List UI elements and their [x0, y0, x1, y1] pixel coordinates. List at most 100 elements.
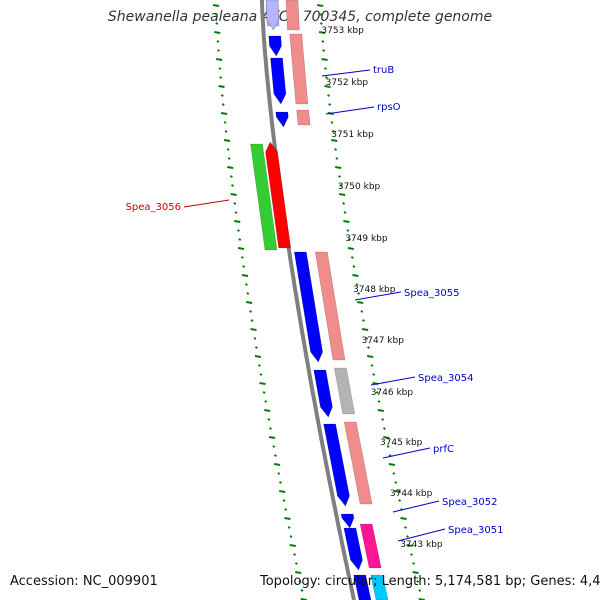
inner-tick	[227, 157, 231, 160]
inner-tick	[257, 364, 261, 367]
inner-tick	[214, 31, 221, 34]
kbp-scale: 3753 kbp 3752 kbp 3751 kbp 3750 kbp 3749 kbp…	[321, 26, 443, 550]
feature-blue-3051	[343, 527, 363, 571]
accession-text: Accession: NC_009901	[10, 574, 158, 589]
inner-tick	[273, 454, 277, 457]
inner-tick	[267, 418, 271, 421]
inner-tick	[259, 373, 263, 376]
kbp-label: 3746 kbp	[371, 388, 414, 398]
inner-tick	[287, 526, 291, 529]
leader-spea3054	[370, 376, 416, 386]
inner-tick	[226, 148, 230, 151]
outer-tick	[339, 184, 343, 187]
feature-blue-bottom	[353, 574, 372, 600]
outer-tick	[406, 535, 409, 538]
outer-tick	[347, 238, 351, 241]
inner-tick	[240, 256, 244, 259]
outer-tick	[357, 301, 364, 304]
outer-tick	[339, 193, 346, 196]
outer-tick	[377, 400, 381, 403]
gene-label-spea3054: Spea_3054	[418, 373, 473, 384]
outer-tick	[319, 13, 323, 16]
inner-tick	[293, 553, 297, 556]
outer-tick	[416, 580, 420, 583]
feature-magenta-3051	[359, 523, 382, 569]
inner-tick	[227, 166, 234, 169]
outer-tick	[335, 157, 339, 160]
outer-tick	[418, 589, 422, 592]
gene-label-spea3051: Spea_3051	[448, 525, 503, 536]
outer-tick	[383, 436, 390, 439]
inner-tick	[214, 13, 218, 16]
feature-blue-3054	[313, 369, 333, 418]
outer-tick	[394, 481, 398, 484]
outer-tick	[347, 247, 355, 250]
kbp-label: 3745 kbp	[380, 438, 423, 448]
outer-tick	[324, 67, 327, 70]
outer-tick	[331, 139, 338, 142]
outer-tick	[342, 202, 346, 205]
outer-tick	[327, 94, 330, 97]
inner-tick	[282, 499, 286, 502]
feature-red-3056	[265, 141, 292, 249]
backbone-line	[260, 0, 356, 600]
inner-tick	[233, 202, 237, 205]
inner-tick	[284, 517, 291, 520]
outer-tick	[394, 490, 401, 493]
outer-tick	[362, 319, 365, 322]
kbp-label: 3744 kbp	[390, 489, 433, 499]
inner-tick	[279, 481, 282, 484]
inner-tick	[230, 193, 237, 196]
outer-tick	[328, 103, 332, 106]
inner-tick	[273, 463, 281, 466]
inner-tick	[264, 400, 268, 403]
inner-tick	[217, 49, 220, 52]
inner-tick	[298, 580, 302, 583]
outer-tick	[334, 148, 338, 151]
gene-label-spea3055: Spea_3055	[404, 288, 459, 299]
inner-tick	[246, 292, 250, 295]
kbp-label: 3751 kbp	[331, 130, 374, 140]
outer-tick	[319, 22, 323, 25]
outer-tick	[388, 463, 396, 466]
gene-label-spea3052: Spea_3052	[442, 497, 497, 508]
outer-tick	[381, 418, 385, 421]
outer-tick	[361, 328, 369, 331]
outer-tick	[370, 364, 374, 367]
inner-tick	[234, 211, 238, 214]
leader-prfC	[382, 447, 431, 459]
inner-tick	[272, 445, 276, 448]
inner-tick	[284, 508, 288, 511]
feature-pink-prfc	[343, 421, 373, 505]
outer-tick	[352, 265, 356, 268]
inner-tick	[244, 283, 248, 286]
leader-rpsO	[325, 106, 375, 115]
inner-tick	[246, 301, 253, 304]
inner-tick	[220, 94, 224, 97]
inner-tick	[223, 121, 227, 124]
kbp-label: 3753 kbp	[321, 26, 364, 36]
feature-green-3056	[250, 143, 278, 251]
outer-tick	[412, 562, 415, 565]
outer-tick	[365, 337, 369, 340]
inner-tick	[250, 319, 254, 322]
outer-tick	[350, 256, 354, 259]
outer-tick	[400, 517, 407, 520]
inner-tick	[259, 382, 266, 385]
inner-tick	[294, 562, 298, 565]
feature-gray-3054	[334, 367, 356, 415]
outer-tick	[324, 85, 331, 88]
topology-summary: Topology: circular; Length: 5,174,581 bp…	[260, 574, 600, 589]
feature-pink-trub	[289, 33, 309, 105]
inner-tick	[277, 472, 281, 475]
outer-tick	[367, 355, 374, 358]
outer-tick	[375, 391, 379, 394]
backbone-path	[260, 0, 356, 600]
leader-spea3055	[354, 291, 402, 301]
map-title: Shewanella pealeana ATCC 700345, complet…	[107, 9, 493, 25]
feature-track	[250, 0, 389, 600]
outer-tick	[331, 130, 335, 133]
inner-tick	[254, 346, 258, 349]
outer-tick	[343, 211, 347, 214]
feature-blue-trub	[270, 57, 287, 105]
